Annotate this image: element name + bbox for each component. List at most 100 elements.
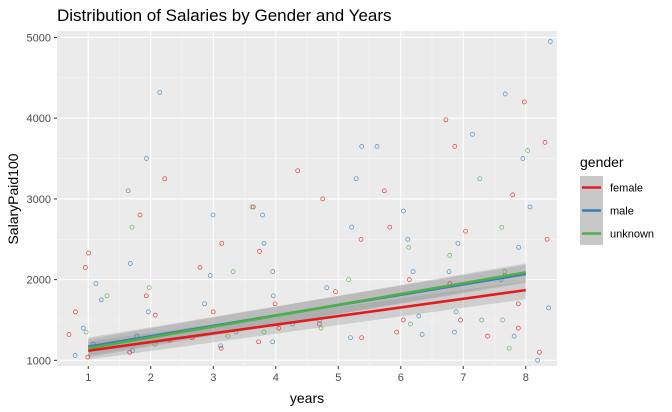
y-tick-label: 4000: [27, 113, 51, 125]
male-point: [410, 269, 416, 274]
male-point: [261, 240, 267, 246]
unknown-fit-line: [88, 271, 526, 350]
legend-label-female: female: [610, 183, 643, 195]
unknown-point: [479, 317, 485, 323]
unknown-point: [230, 269, 236, 274]
unknown-point: [506, 345, 512, 351]
female-point: [86, 250, 91, 256]
x-tick-label: 3: [210, 372, 216, 384]
male-point: [144, 156, 149, 161]
female-point: [381, 188, 387, 194]
female-point: [219, 240, 225, 246]
female-point: [544, 236, 550, 242]
male-point: [127, 261, 133, 266]
female-point: [276, 325, 282, 331]
male-point: [80, 325, 86, 331]
female-point: [359, 335, 365, 341]
male-point: [446, 269, 452, 274]
x-tick-label: 5: [335, 372, 341, 384]
unknown-point: [499, 224, 505, 230]
y-tick-label: 2000: [27, 275, 51, 287]
x-tick-label: 2: [148, 372, 154, 384]
female-point: [295, 168, 301, 174]
male-point: [125, 188, 131, 194]
y-tick-label: 5000: [27, 32, 51, 44]
male-point: [516, 244, 522, 250]
female-point: [257, 249, 262, 254]
x-tick-label: 6: [398, 372, 404, 384]
female-point: [452, 144, 458, 149]
male-point: [210, 212, 216, 218]
male-point: [546, 305, 551, 311]
male-point: [527, 204, 533, 210]
x-tick-label: 4: [273, 372, 279, 384]
female-point: [515, 301, 521, 307]
y-tick-label: 1000: [27, 355, 51, 367]
legend-label-unknown: unknown: [610, 229, 654, 241]
female-point: [152, 312, 158, 318]
x-axis-ticks: 1 2 3 4 5 6 7 8: [85, 366, 529, 384]
female-point: [73, 309, 78, 315]
male-point: [348, 335, 353, 341]
female-point: [515, 325, 521, 331]
x-tick-label: 1: [85, 372, 91, 384]
female-point: [66, 332, 72, 337]
unknown-point: [406, 244, 412, 250]
male-point: [98, 297, 104, 303]
female-point: [210, 309, 216, 315]
male-point: [374, 144, 380, 149]
unknown-point: [408, 321, 413, 327]
female-point: [485, 333, 490, 339]
unknown-point: [477, 176, 483, 182]
female-point: [83, 265, 88, 270]
female-fit-line: [88, 288, 526, 352]
female-point: [387, 224, 393, 230]
male-point: [218, 343, 223, 349]
data-points: [66, 39, 553, 363]
grid-lines: [57, 31, 557, 366]
male-point: [502, 91, 508, 97]
female-point: [537, 349, 542, 355]
female-point: [333, 289, 338, 295]
unknown-point: [502, 269, 508, 274]
male-point: [270, 339, 276, 345]
male-point: [72, 353, 78, 358]
female-point: [272, 301, 278, 307]
male-point: [419, 332, 425, 337]
unknown-point: [525, 148, 530, 153]
female-point: [143, 293, 149, 299]
female-point: [256, 339, 261, 345]
legend: gender female male unknown: [580, 154, 654, 245]
male-point: [260, 212, 265, 218]
male-point: [202, 301, 207, 307]
male-point: [145, 309, 151, 315]
female-point: [358, 236, 364, 242]
female-point: [510, 192, 516, 198]
y-tick-label: 3000: [27, 194, 51, 206]
unknown-point: [447, 253, 453, 258]
male-point: [270, 269, 276, 274]
female-point: [463, 228, 468, 234]
x-tick-label: 7: [460, 372, 466, 384]
unknown-point: [129, 224, 135, 230]
unknown-point: [261, 329, 267, 335]
unknown-point: [225, 333, 231, 339]
male-point: [416, 313, 422, 319]
male-point: [547, 39, 553, 44]
female-point: [197, 265, 203, 270]
male-point: [405, 236, 411, 242]
x-axis-title: years: [290, 390, 324, 406]
male-point: [470, 131, 475, 137]
fit-lines: [88, 271, 526, 352]
male-point: [353, 176, 359, 182]
female-point: [400, 317, 406, 323]
male-point: [270, 293, 276, 299]
male-point: [452, 329, 457, 335]
female-point: [458, 317, 463, 323]
male-point: [453, 309, 459, 315]
female-point: [443, 117, 449, 123]
x-tick-label: 8: [523, 372, 529, 384]
female-point: [406, 277, 412, 282]
male-point: [455, 240, 461, 246]
